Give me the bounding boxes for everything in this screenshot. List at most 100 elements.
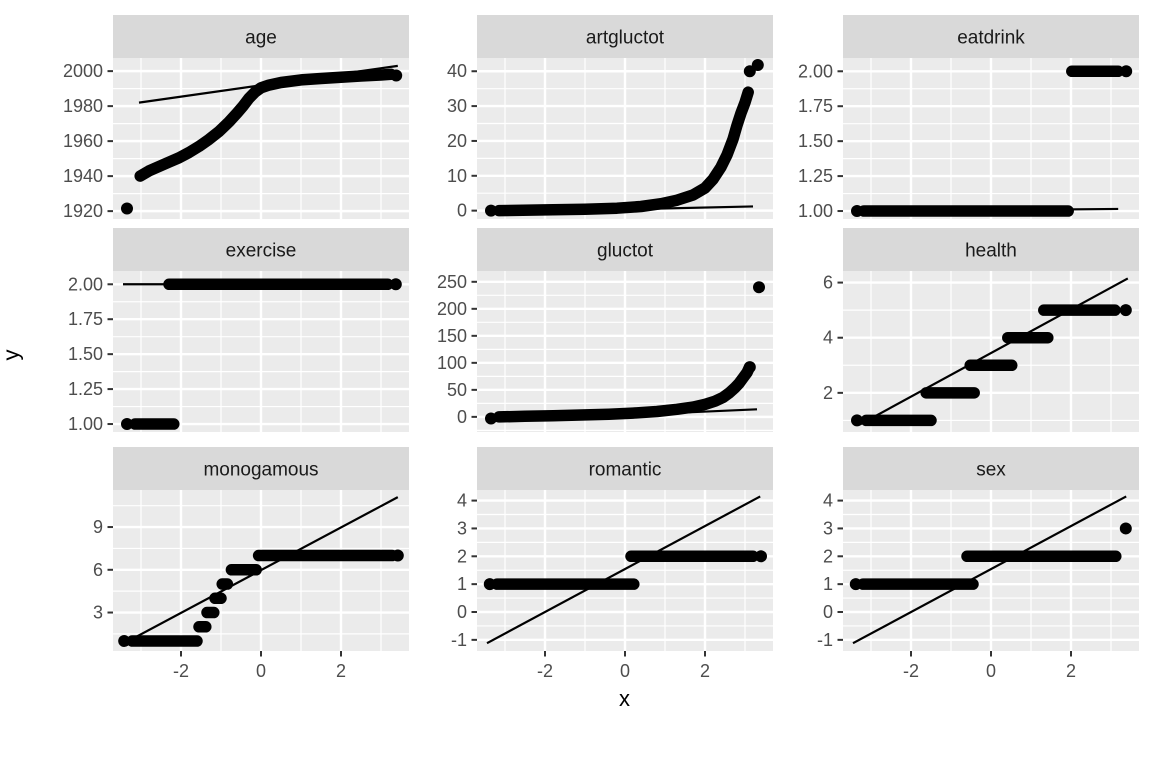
x-axis: -2 0 2 [173, 651, 346, 681]
y-tick-label: 1920 [63, 201, 103, 221]
facet-title: age [245, 28, 277, 49]
qq-reference-line [138, 64, 398, 104]
qq-point [391, 549, 404, 562]
qq-point [118, 635, 131, 648]
qq-point [1119, 522, 1132, 535]
y-tick-label: 1.25 [798, 166, 833, 186]
y-tick-label: 50 [447, 380, 467, 400]
y-tick-label: 200 [437, 299, 467, 319]
facet-strip [477, 447, 773, 490]
y-tick-label: 4 [823, 491, 833, 511]
facet-title: gluctot [597, 241, 654, 262]
y-tick-label: 9 [93, 517, 103, 537]
facet-strip [113, 447, 409, 490]
x-tick-label: 0 [256, 661, 266, 681]
y-tick-label: 1.00 [68, 414, 103, 434]
qq-point-curve [493, 86, 754, 217]
y-axis: -1 0 1 2 3 4 [451, 491, 477, 650]
y-tick-label: 1960 [63, 131, 103, 151]
facet-title: monogamous [203, 460, 318, 481]
y-tick-label: 0 [457, 201, 467, 221]
y-tick-label: 2 [823, 383, 833, 403]
y-tick-label: 150 [437, 326, 467, 346]
facet-strip [843, 228, 1139, 271]
y-tick-label: 1.25 [68, 379, 103, 399]
x-tick-label: 0 [986, 661, 996, 681]
facet-title: romantic [589, 460, 662, 481]
x-tick-label: 2 [700, 661, 710, 681]
y-axis: 1920 1940 1960 1980 2000 [63, 61, 113, 221]
y-axis: 2 4 6 [823, 273, 843, 403]
y-tick-label: 30 [447, 96, 467, 116]
y-tick-label: 2 [823, 546, 833, 566]
qq-reference-line [488, 408, 758, 423]
facet-romantic: romantic -1 0 1 2 3 4 -2 0 2 [451, 447, 773, 681]
qq-reference-line [486, 495, 761, 645]
y-tick-label: 2 [457, 546, 467, 566]
y-tick-label: 1.75 [68, 309, 103, 329]
y-tick-label: 1.75 [798, 96, 833, 116]
qq-point-curve [493, 362, 755, 423]
y-tick-label: 6 [823, 273, 833, 293]
x-tick-label: 2 [336, 661, 346, 681]
qq-point [390, 69, 403, 82]
qq-points [483, 550, 767, 591]
x-tick-label: -2 [173, 661, 189, 681]
facet-strip [843, 447, 1139, 490]
grid-major [843, 271, 1139, 432]
y-tick-label: 40 [447, 61, 467, 81]
x-tick-label: 2 [1066, 661, 1076, 681]
y-tick-label: 2.00 [798, 61, 833, 81]
qq-point [743, 361, 756, 374]
grid-major [843, 58, 1139, 219]
facet-title: eatdrink [957, 28, 1025, 49]
y-axis: 0 10 20 30 40 [447, 61, 477, 221]
qq-point [753, 281, 765, 294]
qq-reference-line [488, 205, 754, 214]
y-tick-label: -1 [451, 630, 467, 650]
facet-strip [477, 228, 773, 271]
y-tick-label: 250 [437, 272, 467, 292]
y-tick-label: 1 [457, 574, 467, 594]
y-tick-label: -1 [817, 630, 833, 650]
qq-point [389, 278, 402, 291]
y-axis-title: y [0, 349, 24, 361]
facet-strip [113, 15, 409, 58]
qq-points [851, 304, 1132, 427]
y-tick-label: 1980 [63, 96, 103, 116]
x-axis: -2 0 2 [537, 651, 710, 681]
y-tick-label: 4 [823, 328, 833, 348]
x-tick-label: -2 [903, 661, 919, 681]
y-tick-label: 0 [457, 407, 467, 427]
y-tick-label: 2.00 [68, 274, 103, 294]
x-tick-label: 0 [620, 661, 630, 681]
y-axis: -1 0 1 2 3 4 [817, 491, 843, 650]
qq-points [849, 522, 1132, 591]
qq-reference-line [859, 277, 1129, 426]
y-tick-label: 1.00 [798, 201, 833, 221]
facet-title: health [965, 241, 1017, 262]
y-axis: 1.00 1.25 1.50 1.75 2.00 [798, 61, 843, 221]
y-tick-label: 2000 [63, 61, 103, 81]
qq-points [121, 68, 403, 215]
x-axis: -2 0 2 [903, 651, 1076, 681]
qq-points [118, 549, 404, 648]
qq-point-curve [134, 68, 397, 182]
facet-artgluctot: artgluctot 0 10 20 30 40 [447, 15, 773, 221]
facet-eatdrink: eatdrink 1.00 1.25 1.50 1.75 2.00 [798, 15, 1139, 221]
y-axis: 0 50 100 150 200 250 [437, 272, 477, 427]
x-axis-title: x [619, 686, 630, 711]
y-tick-label: 1.50 [798, 131, 833, 151]
y-tick-label: 1 [823, 574, 833, 594]
y-axis: 1.00 1.25 1.50 1.75 2.00 [68, 274, 113, 434]
facet-health: health 2 4 6 [823, 228, 1139, 432]
y-axis: 3 6 9 [93, 517, 113, 623]
facet-sex: sex -1 0 1 2 3 4 -2 0 2 [817, 447, 1139, 681]
y-tick-label: 3 [823, 518, 833, 538]
facet-strip [843, 15, 1139, 58]
y-tick-label: 3 [93, 603, 103, 623]
facet-title: exercise [226, 241, 297, 262]
x-tick-label: -2 [537, 661, 553, 681]
